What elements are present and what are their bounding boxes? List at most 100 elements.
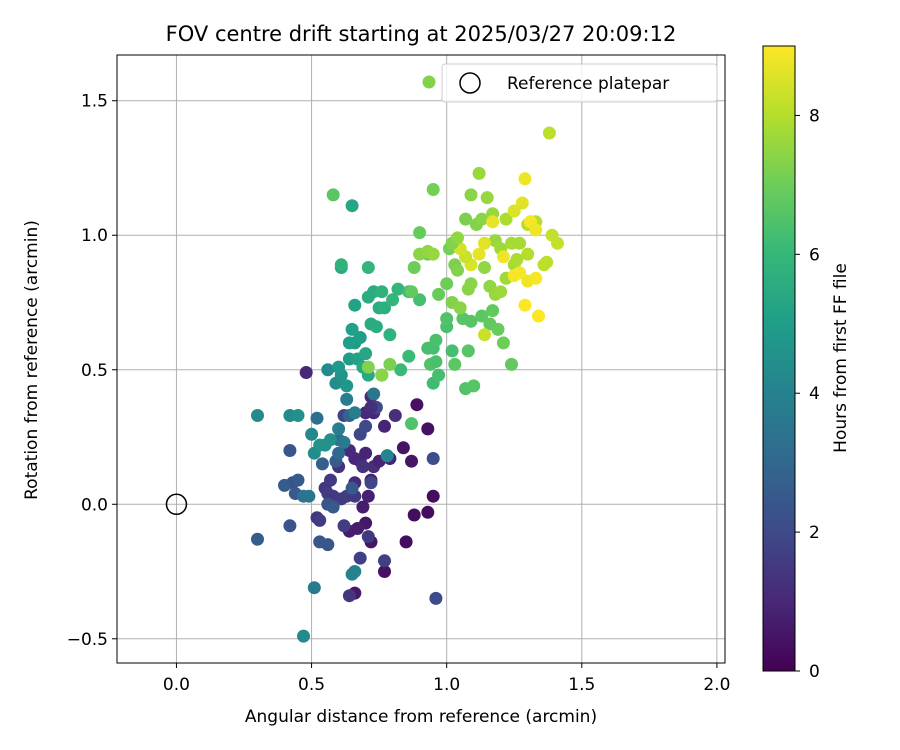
data-point: [324, 473, 337, 487]
data-point: [361, 261, 375, 274]
data-point: [321, 363, 335, 377]
data-point: [380, 449, 394, 463]
colorbar-ticks: 0 2 4 6 8: [795, 106, 820, 682]
data-point: [499, 212, 513, 226]
data-point: [375, 285, 389, 299]
legend: Reference platepar: [422, 63, 718, 103]
data-point: [361, 489, 375, 503]
data-points: [251, 126, 564, 643]
data-point: [291, 473, 305, 487]
data-point: [299, 366, 313, 379]
data-point: [505, 357, 518, 371]
data-point: [429, 591, 443, 605]
data-point: [378, 565, 391, 578]
colorbar-tick-label: 6: [809, 245, 820, 265]
data-point: [332, 360, 346, 374]
data-point: [453, 301, 467, 315]
data-point: [532, 309, 545, 323]
colorbar-gradient: [762, 45, 796, 672]
data-point: [464, 188, 478, 202]
data-point: [340, 392, 354, 406]
data-point: [364, 400, 378, 414]
data-point: [332, 446, 346, 460]
data-point: [429, 333, 443, 347]
data-point: [348, 565, 362, 578]
data-point: [291, 409, 305, 422]
data-point: [310, 411, 324, 425]
data-point: [432, 287, 446, 301]
data-point: [383, 357, 397, 371]
data-point: [283, 519, 297, 533]
data-point: [399, 535, 413, 549]
legend-reference-label: Reference platepar: [507, 74, 669, 94]
data-point: [302, 489, 316, 503]
data-point: [324, 433, 337, 447]
data-point: [386, 293, 400, 307]
data-point: [426, 489, 440, 503]
colorbar-tick-label: 8: [809, 106, 820, 126]
data-point: [429, 355, 443, 369]
data-point: [326, 188, 340, 202]
data-point: [367, 387, 381, 401]
data-point: [478, 236, 491, 250]
data-point: [421, 422, 435, 436]
data-point: [345, 481, 359, 495]
data-point: [315, 457, 329, 471]
data-point: [353, 551, 367, 565]
data-point: [405, 285, 418, 299]
data-point: [394, 363, 408, 377]
x-axis-ticks: 0.0 0.5 1.0 1.5 2.0: [163, 663, 730, 695]
legend-box: [441, 63, 718, 103]
reference-marker-group: [165, 493, 188, 516]
y-tick-label: 0.5: [81, 361, 108, 381]
data-point: [283, 444, 297, 457]
y-tick-label: 1.5: [81, 92, 108, 112]
legend-color-marker: [422, 75, 436, 89]
data-point: [305, 427, 319, 441]
data-point: [496, 250, 510, 264]
data-point: [361, 360, 375, 374]
data-point: [334, 258, 348, 272]
data-point: [278, 478, 291, 492]
data-point: [313, 513, 327, 527]
colorbar-tick-label: 2: [809, 523, 820, 543]
colorbar-tick-label: 0: [809, 662, 820, 682]
data-point: [478, 261, 491, 274]
data-point: [378, 301, 391, 315]
data-point: [451, 263, 464, 277]
colorbar-tick-label: 4: [809, 384, 820, 404]
data-point: [326, 500, 340, 514]
data-point: [540, 255, 554, 269]
data-point: [388, 409, 402, 422]
x-axis-label: Angular distance from reference (arcmin): [245, 707, 597, 727]
data-point: [251, 409, 264, 422]
data-point: [402, 349, 416, 363]
x-tick-label: 1.5: [568, 675, 595, 695]
y-tick-label: −0.5: [67, 630, 108, 650]
data-point: [413, 226, 427, 240]
data-point: [413, 293, 427, 307]
y-axis-label: Rotation from reference (arcmin): [22, 220, 42, 500]
data-point: [340, 379, 354, 393]
x-tick-label: 2.0: [703, 675, 730, 695]
data-point: [345, 322, 359, 336]
data-point: [521, 247, 535, 261]
data-point: [342, 336, 356, 350]
data-point: [405, 417, 418, 431]
data-point: [467, 379, 481, 393]
data-point: [396, 441, 410, 455]
data-point: [375, 368, 389, 382]
data-point: [529, 271, 543, 285]
data-point: [445, 344, 459, 358]
data-point: [359, 347, 373, 361]
data-point: [451, 231, 464, 245]
data-point: [356, 460, 370, 474]
data-point: [378, 419, 391, 433]
data-point: [480, 191, 494, 205]
data-point: [542, 126, 556, 140]
data-point: [391, 282, 405, 296]
reference-marker: [165, 493, 188, 516]
chart-title: FOV centre drift starting at 2025/03/27 …: [166, 22, 677, 46]
plot-frame: [116, 54, 726, 664]
data-point: [464, 277, 478, 291]
